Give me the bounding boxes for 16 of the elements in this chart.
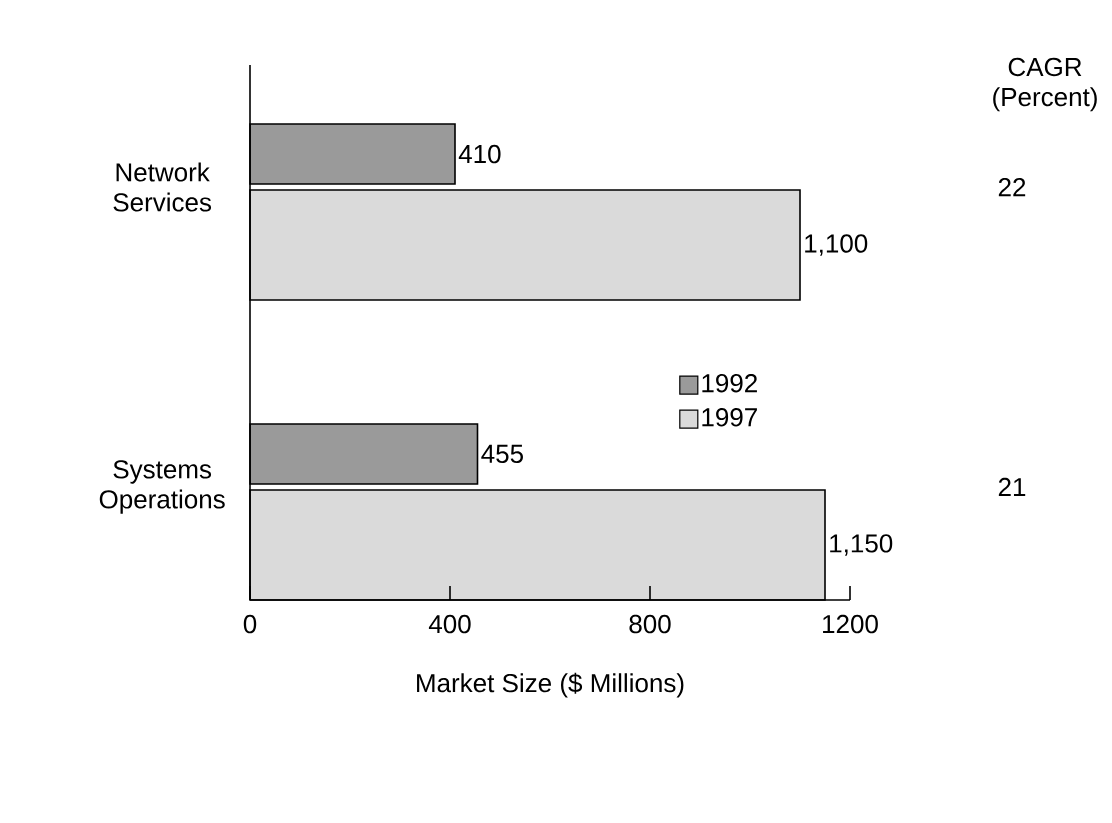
legend-label: 1997 bbox=[702, 408, 757, 427]
data-label: 1,100 bbox=[805, 234, 868, 256]
x-tick-label: 0 bbox=[243, 614, 257, 634]
x-tick-label: 400 bbox=[428, 614, 471, 634]
x-axis-title: Market Size ($ Millions) bbox=[417, 672, 684, 698]
y-tick-label: Systems Operations bbox=[99, 460, 225, 514]
text: 21 bbox=[998, 477, 1026, 497]
data-label: 410 bbox=[458, 144, 501, 164]
data-label: 455 bbox=[481, 444, 523, 464]
data-label: 1,150 bbox=[830, 534, 893, 556]
y-tick-label: Network Services bbox=[113, 162, 212, 212]
x-tick-label: 800 bbox=[629, 614, 671, 634]
text: 22 bbox=[998, 177, 1026, 197]
text: CAGR (Percent) bbox=[993, 57, 1097, 112]
x-tick-label: 1200 bbox=[823, 614, 878, 634]
legend-label: 1992 bbox=[702, 374, 757, 393]
